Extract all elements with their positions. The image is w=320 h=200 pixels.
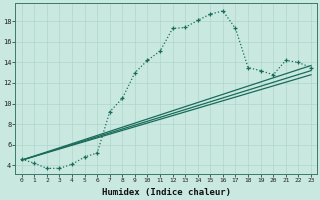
X-axis label: Humidex (Indice chaleur): Humidex (Indice chaleur) — [102, 188, 231, 197]
